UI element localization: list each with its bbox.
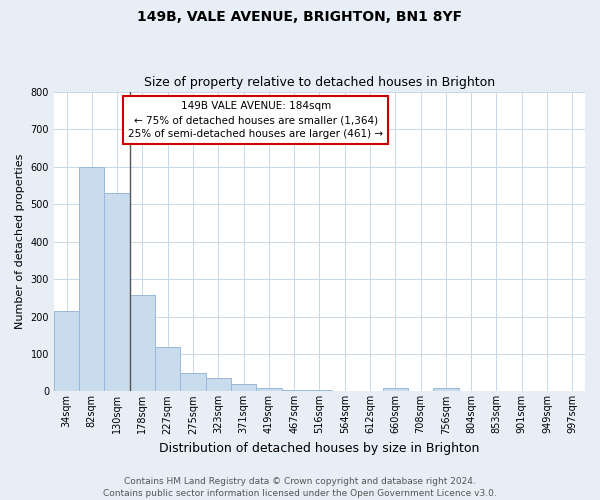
Bar [433, 388, 458, 392]
Bar [383, 388, 408, 392]
Bar [181, 372, 206, 392]
Bar [104, 193, 130, 392]
Bar [256, 388, 281, 392]
Text: 149B VALE AVENUE: 184sqm
← 75% of detached houses are smaller (1,364)
25% of sem: 149B VALE AVENUE: 184sqm ← 75% of detach… [128, 101, 383, 139]
Y-axis label: Number of detached properties: Number of detached properties [15, 154, 25, 330]
Bar [307, 390, 332, 392]
Title: Size of property relative to detached houses in Brighton: Size of property relative to detached ho… [144, 76, 495, 90]
Bar [54, 311, 79, 392]
Text: 149B, VALE AVENUE, BRIGHTON, BN1 8YF: 149B, VALE AVENUE, BRIGHTON, BN1 8YF [137, 10, 463, 24]
Bar [231, 384, 256, 392]
Bar [130, 295, 155, 392]
Bar [281, 390, 307, 392]
Bar [155, 347, 181, 392]
X-axis label: Distribution of detached houses by size in Brighton: Distribution of detached houses by size … [159, 442, 479, 455]
Text: Contains HM Land Registry data © Crown copyright and database right 2024.
Contai: Contains HM Land Registry data © Crown c… [103, 476, 497, 498]
Bar [206, 378, 231, 392]
Bar [79, 167, 104, 392]
